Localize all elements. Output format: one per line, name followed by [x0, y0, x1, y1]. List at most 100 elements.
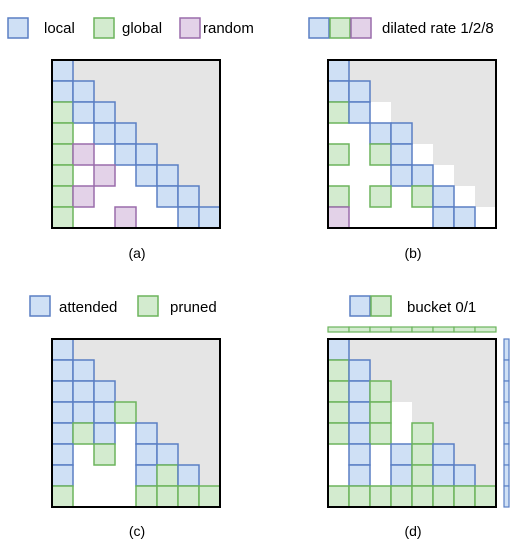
global-bucket-strip-cell: [474, 326, 497, 333]
global-cell: [390, 485, 413, 508]
panel-c: [51, 338, 221, 508]
local-cell: [348, 422, 371, 445]
local-bucket-strip-cell: [503, 359, 510, 382]
local-cell: [72, 401, 95, 424]
local-cell: [369, 122, 392, 145]
legend-swatch-dilated-3: [350, 17, 372, 39]
global-cell: [369, 143, 392, 166]
panel-d: [327, 326, 510, 508]
local-cell: [390, 164, 413, 187]
global-cell: [327, 185, 350, 208]
local-cell: [390, 443, 413, 466]
global-cell: [93, 443, 116, 466]
local-cell: [177, 464, 200, 487]
local-cell: [114, 122, 137, 145]
local-cell: [411, 164, 434, 187]
local-cell: [51, 422, 74, 445]
local-cell: [93, 380, 116, 403]
global-cell: [135, 485, 158, 508]
local-cell: [51, 338, 74, 361]
local-cell: [177, 185, 200, 208]
local-cell: [198, 206, 221, 229]
local-cell: [390, 143, 413, 166]
local-cell: [327, 59, 350, 82]
local-cell: [156, 443, 179, 466]
global-cell: [369, 185, 392, 208]
caption-a: (a): [128, 245, 145, 261]
local-cell: [51, 464, 74, 487]
legend-label-pruned: pruned: [170, 299, 217, 316]
caption-c: (c): [129, 523, 145, 539]
local-bucket-strip-cell: [503, 422, 510, 445]
local-cell: [51, 80, 74, 103]
legend-swatch-dilated-1: [308, 17, 330, 39]
global-bucket-strip-cell: [390, 326, 413, 333]
local-cell: [327, 80, 350, 103]
global-cell: [453, 485, 476, 508]
global-cell: [177, 485, 200, 508]
legend-label-global: global: [122, 20, 162, 37]
panel-b: [327, 59, 497, 229]
local-cell: [432, 464, 455, 487]
global-bucket-strip-cell: [432, 326, 455, 333]
local-bucket-strip-cell: [503, 380, 510, 403]
local-cell: [51, 380, 74, 403]
panel-frame: [327, 59, 497, 229]
legend-label-bucket: bucket 0/1: [407, 299, 476, 316]
global-cell: [411, 464, 434, 487]
global-bucket-strip-cell: [369, 326, 392, 333]
random-cell: [72, 185, 95, 208]
global-cell: [114, 401, 137, 424]
legend-label-dilated: dilated rate 1/2/8: [382, 20, 494, 37]
global-cell: [327, 422, 350, 445]
legend-c: attended pruned: [29, 295, 217, 317]
local-cell: [156, 164, 179, 187]
random-cell: [72, 143, 95, 166]
local-cell: [135, 143, 158, 166]
local-cell: [453, 206, 476, 229]
global-bucket-strip-cell: [348, 326, 371, 333]
random-cell: [114, 206, 137, 229]
legend-swatch-pruned: [137, 295, 159, 317]
local-bucket-strip-cell: [503, 464, 510, 487]
global-cell: [432, 485, 455, 508]
local-cell: [432, 185, 455, 208]
global-cell: [327, 380, 350, 403]
local-cell: [348, 80, 371, 103]
global-bucket-strip-cell: [411, 326, 434, 333]
global-cell: [411, 422, 434, 445]
local-cell: [135, 164, 158, 187]
local-cell: [327, 338, 350, 361]
local-cell: [51, 359, 74, 382]
global-cell: [411, 185, 434, 208]
local-cell: [93, 101, 116, 124]
local-cell: [93, 401, 116, 424]
global-cell: [51, 122, 74, 145]
global-cell: [156, 485, 179, 508]
panel-frame: [51, 338, 221, 508]
global-cell: [348, 485, 371, 508]
global-cell: [369, 380, 392, 403]
legend-label-local: local: [44, 20, 75, 37]
global-cell: [369, 401, 392, 424]
global-bucket-strip-cell: [327, 326, 350, 333]
legend-swatch-attended: [29, 295, 51, 317]
global-cell: [51, 485, 74, 508]
local-cell: [390, 464, 413, 487]
legend-d: bucket 0/1: [349, 295, 476, 317]
legend-swatch-local: [7, 17, 29, 39]
legend-swatch-random: [179, 17, 201, 39]
global-cell: [411, 485, 434, 508]
global-cell: [327, 359, 350, 382]
panel-a: [51, 59, 221, 229]
local-cell: [51, 443, 74, 466]
random-cell: [93, 164, 116, 187]
global-cell: [51, 143, 74, 166]
local-cell: [348, 101, 371, 124]
local-bucket-strip-cell: [503, 443, 510, 466]
local-cell: [93, 122, 116, 145]
local-cell: [390, 122, 413, 145]
local-cell: [114, 143, 137, 166]
local-cell: [51, 59, 74, 82]
